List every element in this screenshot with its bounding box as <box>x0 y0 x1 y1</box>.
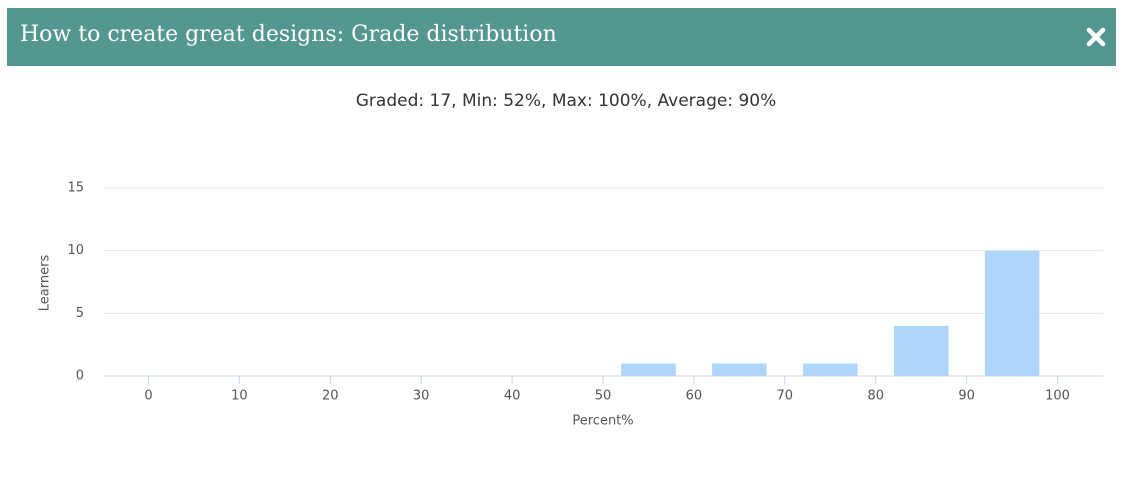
dialog-header: How to create great designs: Grade distr… <box>7 8 1116 66</box>
x-tick-label: 90 <box>958 389 975 404</box>
bar <box>803 363 858 376</box>
x-tick-label: 60 <box>686 389 703 404</box>
bar <box>712 363 767 376</box>
y-tick-label: 5 <box>76 306 84 321</box>
x-tick-label: 80 <box>867 389 884 404</box>
y-tick-label: 15 <box>67 181 84 196</box>
y-axis-label: Learners <box>38 255 53 312</box>
bar <box>984 250 1040 376</box>
x-tick-label: 70 <box>777 389 794 404</box>
bar <box>893 325 949 376</box>
bar <box>621 363 676 376</box>
x-tick-label: 0 <box>144 389 152 404</box>
x-tick-label: 30 <box>413 389 430 404</box>
y-tick-label: 0 <box>76 369 84 384</box>
x-axis-label: Percent% <box>572 414 633 429</box>
x-tick-label: 50 <box>595 389 612 404</box>
dialog-title: How to create great designs: Grade distr… <box>20 22 557 47</box>
y-tick-label: 10 <box>67 243 84 258</box>
close-button[interactable] <box>1084 25 1108 49</box>
x-tick-label: 100 <box>1045 389 1070 404</box>
x-tick-label: 40 <box>504 389 521 404</box>
x-tick-label: 10 <box>231 389 248 404</box>
chart-subtitle: Graded: 17, Min: 52%, Max: 100%, Average… <box>356 91 777 111</box>
x-tick-label: 20 <box>322 389 339 404</box>
